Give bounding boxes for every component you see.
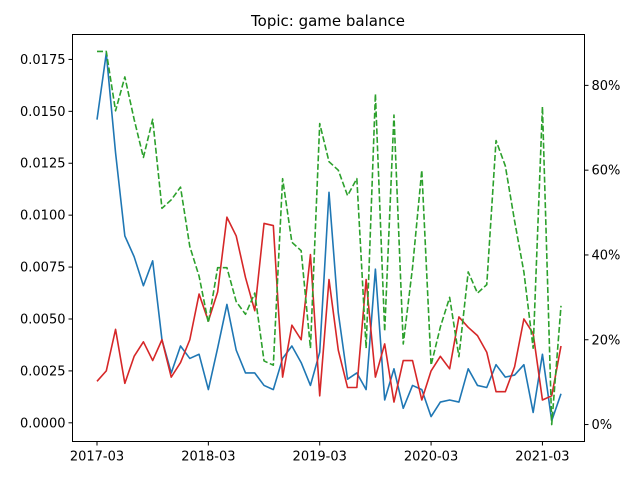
y-left-tick-label: 0.0075 xyxy=(20,261,66,276)
y-right-tick-label: 0% xyxy=(592,418,613,433)
x-axis: 2017-03 2018-03 2019-03 2020-03 2021-03 xyxy=(70,441,570,465)
y-axis-left: 0.0000 0.0025 0.0050 0.0075 0.0100 0.0125 0.01… xyxy=(20,53,73,431)
x-tick-label: 2018-03 xyxy=(181,450,235,465)
series-line-2 xyxy=(96,216,562,403)
x-tick-label: 2021-03 xyxy=(515,450,569,465)
y-left-tick-label: 0.0050 xyxy=(20,312,66,327)
x-tick-label: 2017-03 xyxy=(70,450,124,465)
series-layer xyxy=(96,50,562,426)
y-left-tick-label: 0.0175 xyxy=(20,53,66,68)
y-left-tick-label: 0.0025 xyxy=(20,364,66,379)
series-line-1 xyxy=(96,52,562,422)
x-tick-label: 2019-03 xyxy=(293,450,347,465)
y-right-tick-label: 60% xyxy=(592,164,621,179)
series-line-3 xyxy=(97,50,562,426)
y-left-tick-label: 0.0100 xyxy=(20,209,66,224)
y-left-tick-label: 0.0000 xyxy=(20,416,66,431)
chart-title: Topic: game balance xyxy=(250,12,405,30)
plot-area-frame xyxy=(72,34,585,442)
y-left-tick-label: 0.0125 xyxy=(20,157,66,172)
y-axis-right: 0% 20% 40% 60% 80% xyxy=(584,79,621,433)
y-right-tick-label: 80% xyxy=(592,79,621,94)
y-left-tick-label: 0.0150 xyxy=(20,105,66,120)
y-right-tick-label: 40% xyxy=(592,248,621,263)
y-right-tick-label: 20% xyxy=(592,333,621,348)
x-tick-label: 2020-03 xyxy=(404,450,458,465)
